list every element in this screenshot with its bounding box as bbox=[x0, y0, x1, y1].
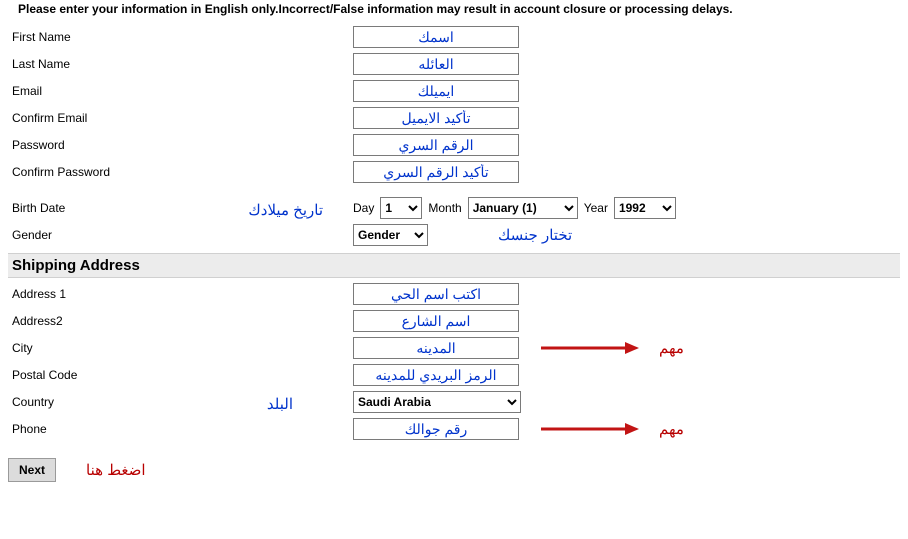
phone-label: Phone bbox=[8, 422, 353, 436]
year-select[interactable]: 1992 bbox=[614, 197, 676, 219]
birth-date-label: Birth Date تاريخ ميلادك bbox=[8, 201, 353, 215]
password-label: Password bbox=[8, 138, 353, 152]
country-label-text: Country bbox=[12, 395, 54, 409]
country-label: Country البلد bbox=[8, 395, 353, 409]
gender-label: Gender bbox=[8, 228, 353, 242]
city-important: مهم bbox=[659, 339, 684, 357]
warning-text: Please enter your information in English… bbox=[8, 0, 900, 22]
confirm-password-input[interactable] bbox=[353, 161, 519, 183]
next-button[interactable]: Next bbox=[8, 458, 56, 482]
email-input[interactable] bbox=[353, 80, 519, 102]
arrow-icon bbox=[539, 422, 639, 436]
first-name-input[interactable] bbox=[353, 26, 519, 48]
address2-label: Address2 bbox=[8, 314, 353, 328]
birth-date-annot: تاريخ ميلادك bbox=[248, 201, 323, 219]
month-select[interactable]: January (1) bbox=[468, 197, 578, 219]
password-input[interactable] bbox=[353, 134, 519, 156]
year-label: Year bbox=[584, 201, 608, 215]
arrow-icon bbox=[539, 341, 639, 355]
postal-label: Postal Code bbox=[8, 368, 353, 382]
day-label: Day bbox=[353, 201, 374, 215]
phone-important: مهم bbox=[659, 420, 684, 438]
address1-label: Address 1 bbox=[8, 287, 353, 301]
last-name-input[interactable] bbox=[353, 53, 519, 75]
first-name-label: First Name bbox=[8, 30, 353, 44]
phone-input[interactable] bbox=[353, 418, 519, 440]
month-label: Month bbox=[428, 201, 461, 215]
last-name-label: Last Name bbox=[8, 57, 353, 71]
confirm-password-label: Confirm Password bbox=[8, 165, 353, 179]
day-select[interactable]: 1 bbox=[380, 197, 422, 219]
address2-input[interactable] bbox=[353, 310, 519, 332]
press-here-annot: اضغط هنا bbox=[86, 461, 146, 479]
email-label: Email bbox=[8, 84, 353, 98]
city-input[interactable] bbox=[353, 337, 519, 359]
gender-select[interactable]: Gender bbox=[353, 224, 428, 246]
confirm-email-label: Confirm Email bbox=[8, 111, 353, 125]
address1-input[interactable] bbox=[353, 283, 519, 305]
birth-date-label-text: Birth Date bbox=[12, 201, 65, 215]
country-annot: البلد bbox=[267, 395, 293, 413]
gender-annot: تختار جنسك bbox=[498, 226, 572, 244]
shipping-header: Shipping Address bbox=[8, 253, 900, 278]
city-label: City bbox=[8, 341, 353, 355]
confirm-email-input[interactable] bbox=[353, 107, 519, 129]
country-select[interactable]: Saudi Arabia bbox=[353, 391, 521, 413]
postal-input[interactable] bbox=[353, 364, 519, 386]
